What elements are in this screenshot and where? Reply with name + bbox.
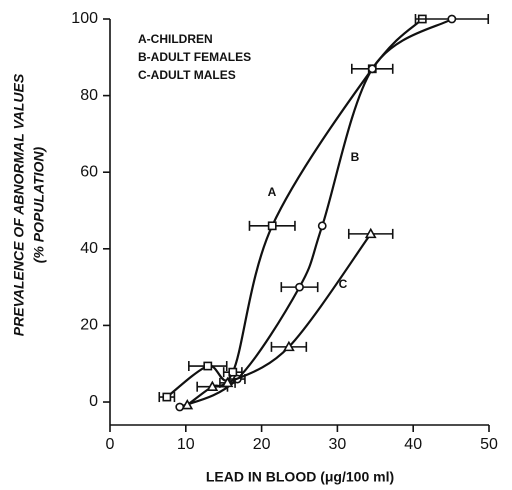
legend-entry: A-CHILDREN bbox=[138, 32, 213, 46]
x-tick-label: 30 bbox=[329, 436, 347, 453]
x-tick-label: 20 bbox=[253, 436, 271, 453]
marker bbox=[447, 14, 457, 24]
x-tick-label: 50 bbox=[480, 436, 498, 453]
marker bbox=[206, 380, 219, 391]
marker bbox=[283, 340, 295, 352]
x-axis-label: LEAD IN BLOOD (μg/100 ml) bbox=[206, 469, 394, 485]
x-tick-label: 40 bbox=[404, 436, 422, 453]
marker bbox=[181, 398, 194, 410]
marker bbox=[317, 221, 327, 231]
legend-entry: C-ADULT MALES bbox=[138, 68, 236, 82]
marker bbox=[162, 392, 172, 402]
marker bbox=[221, 376, 234, 388]
x-tick-label: 10 bbox=[177, 436, 195, 453]
marker bbox=[228, 367, 238, 377]
curve-label: C bbox=[339, 277, 348, 291]
marker bbox=[203, 361, 213, 371]
marker bbox=[175, 402, 185, 412]
y-tick-label: 80 bbox=[80, 87, 98, 104]
marker bbox=[367, 64, 377, 74]
y-tick-label: 60 bbox=[80, 163, 98, 180]
marker bbox=[364, 227, 377, 239]
y-tick-label: 20 bbox=[80, 317, 98, 334]
y-axis-label: (% POPULATION) bbox=[31, 146, 47, 263]
curve-label: B bbox=[351, 150, 360, 164]
y-tick-label: 0 bbox=[89, 393, 98, 410]
x-tick-label: 0 bbox=[106, 436, 115, 453]
curve bbox=[186, 233, 372, 406]
y-axis-label: PREVALENCE OF ABNORMAL VALUES bbox=[11, 73, 27, 336]
marker bbox=[267, 221, 277, 231]
curve-label: A bbox=[268, 185, 277, 199]
y-tick-label: 40 bbox=[80, 240, 98, 257]
marker bbox=[295, 282, 304, 292]
legend-entry: B-ADULT FEMALES bbox=[138, 50, 251, 64]
y-tick-label: 100 bbox=[71, 10, 98, 27]
